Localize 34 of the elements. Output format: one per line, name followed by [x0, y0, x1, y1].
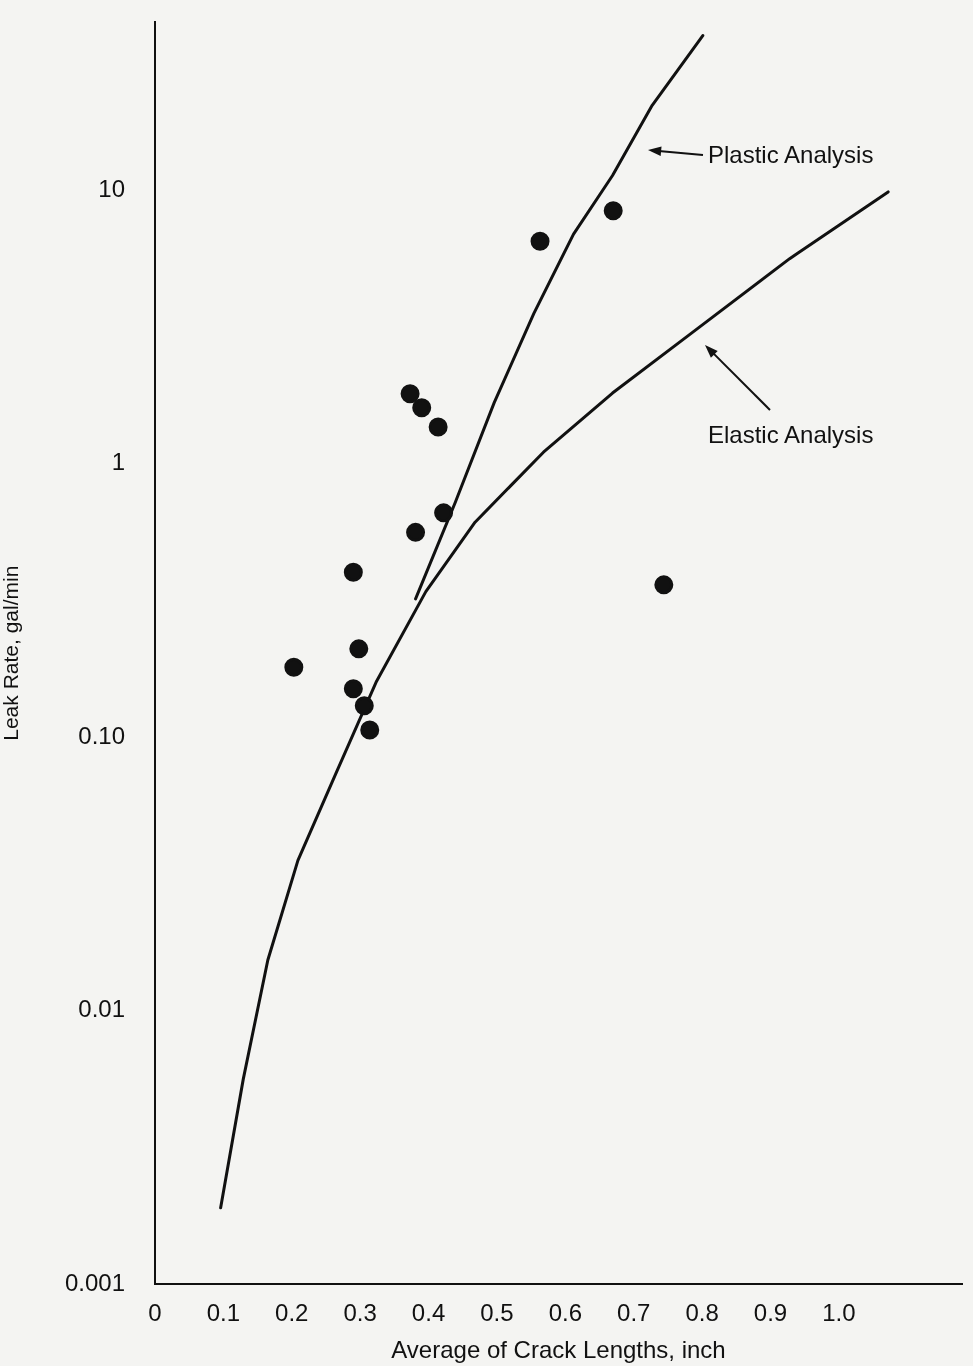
y-tick-label: 0.001	[64, 1268, 125, 1296]
point	[349, 639, 369, 659]
x-tick-label: 0	[148, 1299, 162, 1327]
x-tick-label: 0.4	[411, 1299, 446, 1327]
x-tick-label: 0.3	[343, 1299, 377, 1327]
y-axis-title: Leak Rate, gal/min	[0, 565, 23, 741]
x-tick-label: 0.9	[753, 1299, 788, 1327]
point	[412, 398, 432, 418]
point	[530, 231, 550, 251]
annotation: Elastic Analysis	[708, 421, 874, 449]
x-axis-title: Average of Crack Lengths, inch	[391, 1336, 726, 1364]
x-tick-label: 0.1	[206, 1299, 241, 1327]
point	[343, 562, 363, 582]
y-tick-label: 1	[111, 448, 125, 476]
y-tick-label: 0.01	[78, 995, 125, 1023]
point	[428, 417, 448, 437]
point	[603, 201, 623, 221]
x-tick-label: 0.8	[685, 1299, 719, 1327]
point	[354, 696, 374, 716]
point	[406, 522, 426, 542]
point	[654, 575, 674, 595]
x-tick-label: 0.6	[548, 1299, 583, 1327]
y-tick-label: 10	[98, 174, 125, 202]
x-tick-label: 0.5	[480, 1299, 514, 1327]
point	[400, 384, 420, 404]
y-tick-label: 0.10	[78, 721, 125, 749]
x-tick-label: 0.7	[617, 1299, 651, 1327]
point	[360, 720, 380, 740]
point	[284, 657, 304, 677]
point	[343, 679, 363, 699]
x-tick-label: 0.2	[275, 1299, 309, 1327]
annotation: Plastic Analysis	[708, 141, 874, 169]
x-tick-label: 1.0	[822, 1299, 856, 1327]
point	[434, 503, 454, 523]
